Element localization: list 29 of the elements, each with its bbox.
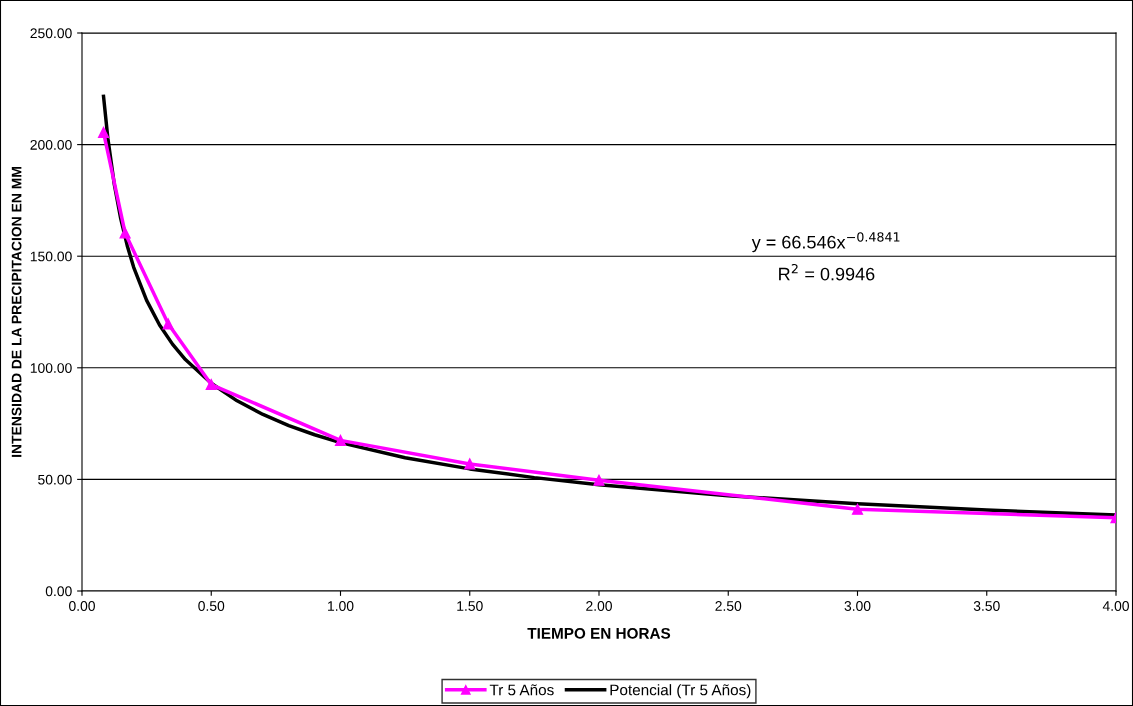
x-axis-title: TIEMPO EN HORAS bbox=[527, 627, 671, 639]
x-tick-label: 3.50 bbox=[973, 601, 1000, 611]
point bbox=[464, 458, 476, 470]
x-tick-label: 2.50 bbox=[715, 601, 742, 611]
annotation: R$^{2}$ = 0.9946 bbox=[779, 263, 875, 281]
x-tick-label: 2.00 bbox=[586, 601, 612, 611]
x-tick-label: 4.00 bbox=[1102, 601, 1129, 611]
y-tick-label: 250.00 bbox=[30, 28, 72, 39]
y-tick-label: 200.00 bbox=[30, 139, 72, 150]
point bbox=[97, 126, 110, 138]
annotation: y = 66.546x$^{−0.4841}$ bbox=[751, 232, 900, 253]
point bbox=[334, 434, 347, 446]
x-tick-label: 3.00 bbox=[844, 601, 871, 611]
legend-label: Potencial (Tr 5 Años) bbox=[610, 684, 751, 699]
y-tick-label: 100.00 bbox=[30, 363, 72, 373]
point bbox=[162, 318, 174, 330]
y-tick-label: 50.00 bbox=[38, 474, 72, 485]
legend-label: Tr 5 Años bbox=[489, 684, 554, 696]
point bbox=[851, 503, 864, 515]
point bbox=[205, 378, 217, 391]
point bbox=[119, 227, 131, 239]
y-tick-label: 0.00 bbox=[45, 586, 72, 597]
x-tick-label: 0.50 bbox=[198, 601, 225, 611]
y-axis-title: INTENSIDAD DE LA PRECIPITACION EN MM bbox=[11, 167, 22, 457]
x-tick-label: 1.50 bbox=[457, 601, 483, 611]
x-tick-label: 1.00 bbox=[328, 601, 354, 611]
x-tick-label: 0.00 bbox=[69, 601, 95, 611]
y-tick-label: 150.00 bbox=[30, 251, 72, 262]
point bbox=[593, 474, 605, 486]
